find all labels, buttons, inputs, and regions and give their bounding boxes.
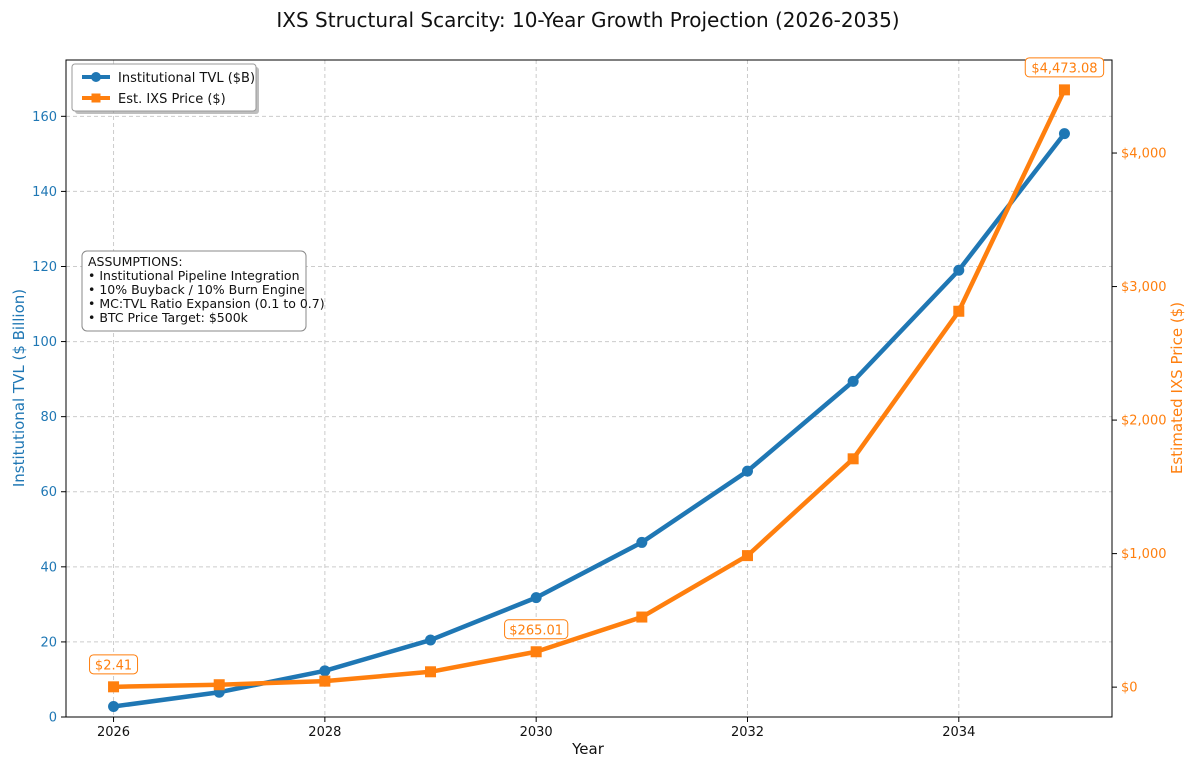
data-point-price <box>847 453 859 465</box>
legend-tvl-label: Institutional TVL ($B) <box>118 71 255 86</box>
plot-frame <box>65 59 1113 718</box>
y-left-tick-label: 100 <box>32 335 57 350</box>
data-point-tvl <box>1058 128 1070 140</box>
annotation-callout: $265.01 <box>504 619 569 640</box>
legend-price-marker <box>91 93 101 103</box>
x-tick-label: 2026 <box>97 725 130 740</box>
data-point-tvl <box>741 465 753 477</box>
y-left-tick-label: 20 <box>40 635 57 650</box>
x-tick-label: 2030 <box>520 725 553 740</box>
annotation-box <box>504 619 569 640</box>
series-line-price <box>111 87 1067 690</box>
data-point-price <box>1058 84 1070 96</box>
data-point-price <box>953 305 965 317</box>
y-axis-right-label: Estimated IXS Price ($) <box>1168 302 1186 474</box>
data-point-tvl <box>636 536 648 548</box>
axes-layer: 2026 2028 2030 2032 2034 0 20 40 60 80 100 120 140 16… <box>32 110 1166 740</box>
y-left-tick-label: 140 <box>32 185 57 200</box>
assumption-item: • 10% Buyback / 10% Burn Engine <box>88 282 305 297</box>
assumption-item: • MC:TVL Ratio Expansion (0.1 to 0.7) <box>88 296 325 311</box>
annotation-label: $265.01 <box>509 623 563 638</box>
legend-frame <box>71 63 257 112</box>
x-tick-label: 2032 <box>731 725 764 740</box>
legend-price-label: Est. IXS Price ($) <box>118 92 226 107</box>
assumption-item: • BTC Price Target: $500k <box>88 310 249 325</box>
chart-title: IXS Structural Scarcity: 10-Year Growth … <box>276 8 899 32</box>
data-point-tvl <box>847 375 859 387</box>
assumptions-frame <box>81 250 307 332</box>
y-left-tick-label: 60 <box>40 485 57 500</box>
data-point-tvl <box>319 665 331 677</box>
data-point-price <box>530 646 542 658</box>
y-right-tick-label: $2,000 <box>1121 414 1167 429</box>
annotation-callout: $2.41 <box>89 654 139 675</box>
data-point-price <box>636 611 648 623</box>
data-point-tvl <box>953 264 965 276</box>
data-point-price <box>741 550 753 562</box>
annotation-label: $2.41 <box>95 658 132 673</box>
assumptions-box: ASSUMPTIONS: • Institutional Pipeline In… <box>81 250 325 332</box>
series-line-tvl <box>111 131 1067 709</box>
assumptions-heading: ASSUMPTIONS: <box>88 254 183 269</box>
series-layer <box>108 84 1070 712</box>
y-left-tick-label: 40 <box>40 560 57 575</box>
x-tick-label: 2034 <box>942 725 975 740</box>
y-left-tick-label: 80 <box>40 410 57 425</box>
data-point-price <box>425 666 437 678</box>
x-tick-label: 2028 <box>308 725 341 740</box>
x-axis-label: Year <box>571 740 605 758</box>
annotation-callout: $4,473.08 <box>1024 57 1105 78</box>
assumption-item: • Institutional Pipeline Integration <box>88 268 300 283</box>
y-axis-left-label: Institutional TVL ($ Billion) <box>10 289 28 487</box>
annotation-label: $4,473.08 <box>1031 61 1097 76</box>
y-right-tick-label: $0 <box>1121 681 1138 696</box>
data-point-price <box>319 675 331 687</box>
annotation-box <box>1024 57 1105 78</box>
y-left-tick-label: 120 <box>32 260 57 275</box>
y-right-tick-label: $3,000 <box>1121 280 1167 295</box>
y-right-tick-label: $1,000 <box>1121 547 1167 562</box>
y-left-tick-label: 160 <box>32 110 57 125</box>
data-point-price <box>213 679 225 691</box>
grid-lines <box>66 60 1112 718</box>
legend: Institutional TVL ($B) Est. IXS Price ($… <box>71 63 259 114</box>
annotations: $2.41 $265.01 $4,473.08 <box>89 57 1105 675</box>
data-point-tvl <box>108 700 120 712</box>
y-left-tick-label: 0 <box>49 711 57 726</box>
data-point-tvl <box>425 634 437 646</box>
data-point-tvl <box>530 592 542 604</box>
y-right-tick-label: $4,000 <box>1121 147 1167 162</box>
legend-tvl-marker <box>91 72 101 82</box>
annotation-box <box>89 654 139 675</box>
data-point-price <box>108 681 120 693</box>
